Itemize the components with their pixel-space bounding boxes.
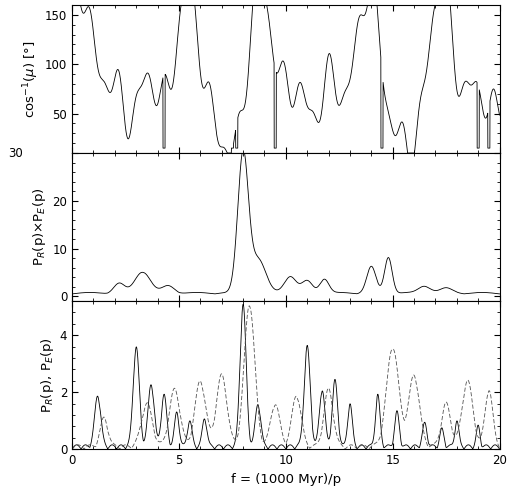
Text: 30: 30 <box>8 147 23 160</box>
X-axis label: f = (1000 Myr)/p: f = (1000 Myr)/p <box>231 473 341 486</box>
Y-axis label: P$_R$(p)$\times$P$_E$(p): P$_R$(p)$\times$P$_E$(p) <box>31 188 48 266</box>
Y-axis label: cos$^{-1}$($\mu$) [°]: cos$^{-1}$($\mu$) [°] <box>21 40 41 118</box>
Y-axis label: P$_R$(p), P$_E$(p): P$_R$(p), P$_E$(p) <box>39 337 56 413</box>
